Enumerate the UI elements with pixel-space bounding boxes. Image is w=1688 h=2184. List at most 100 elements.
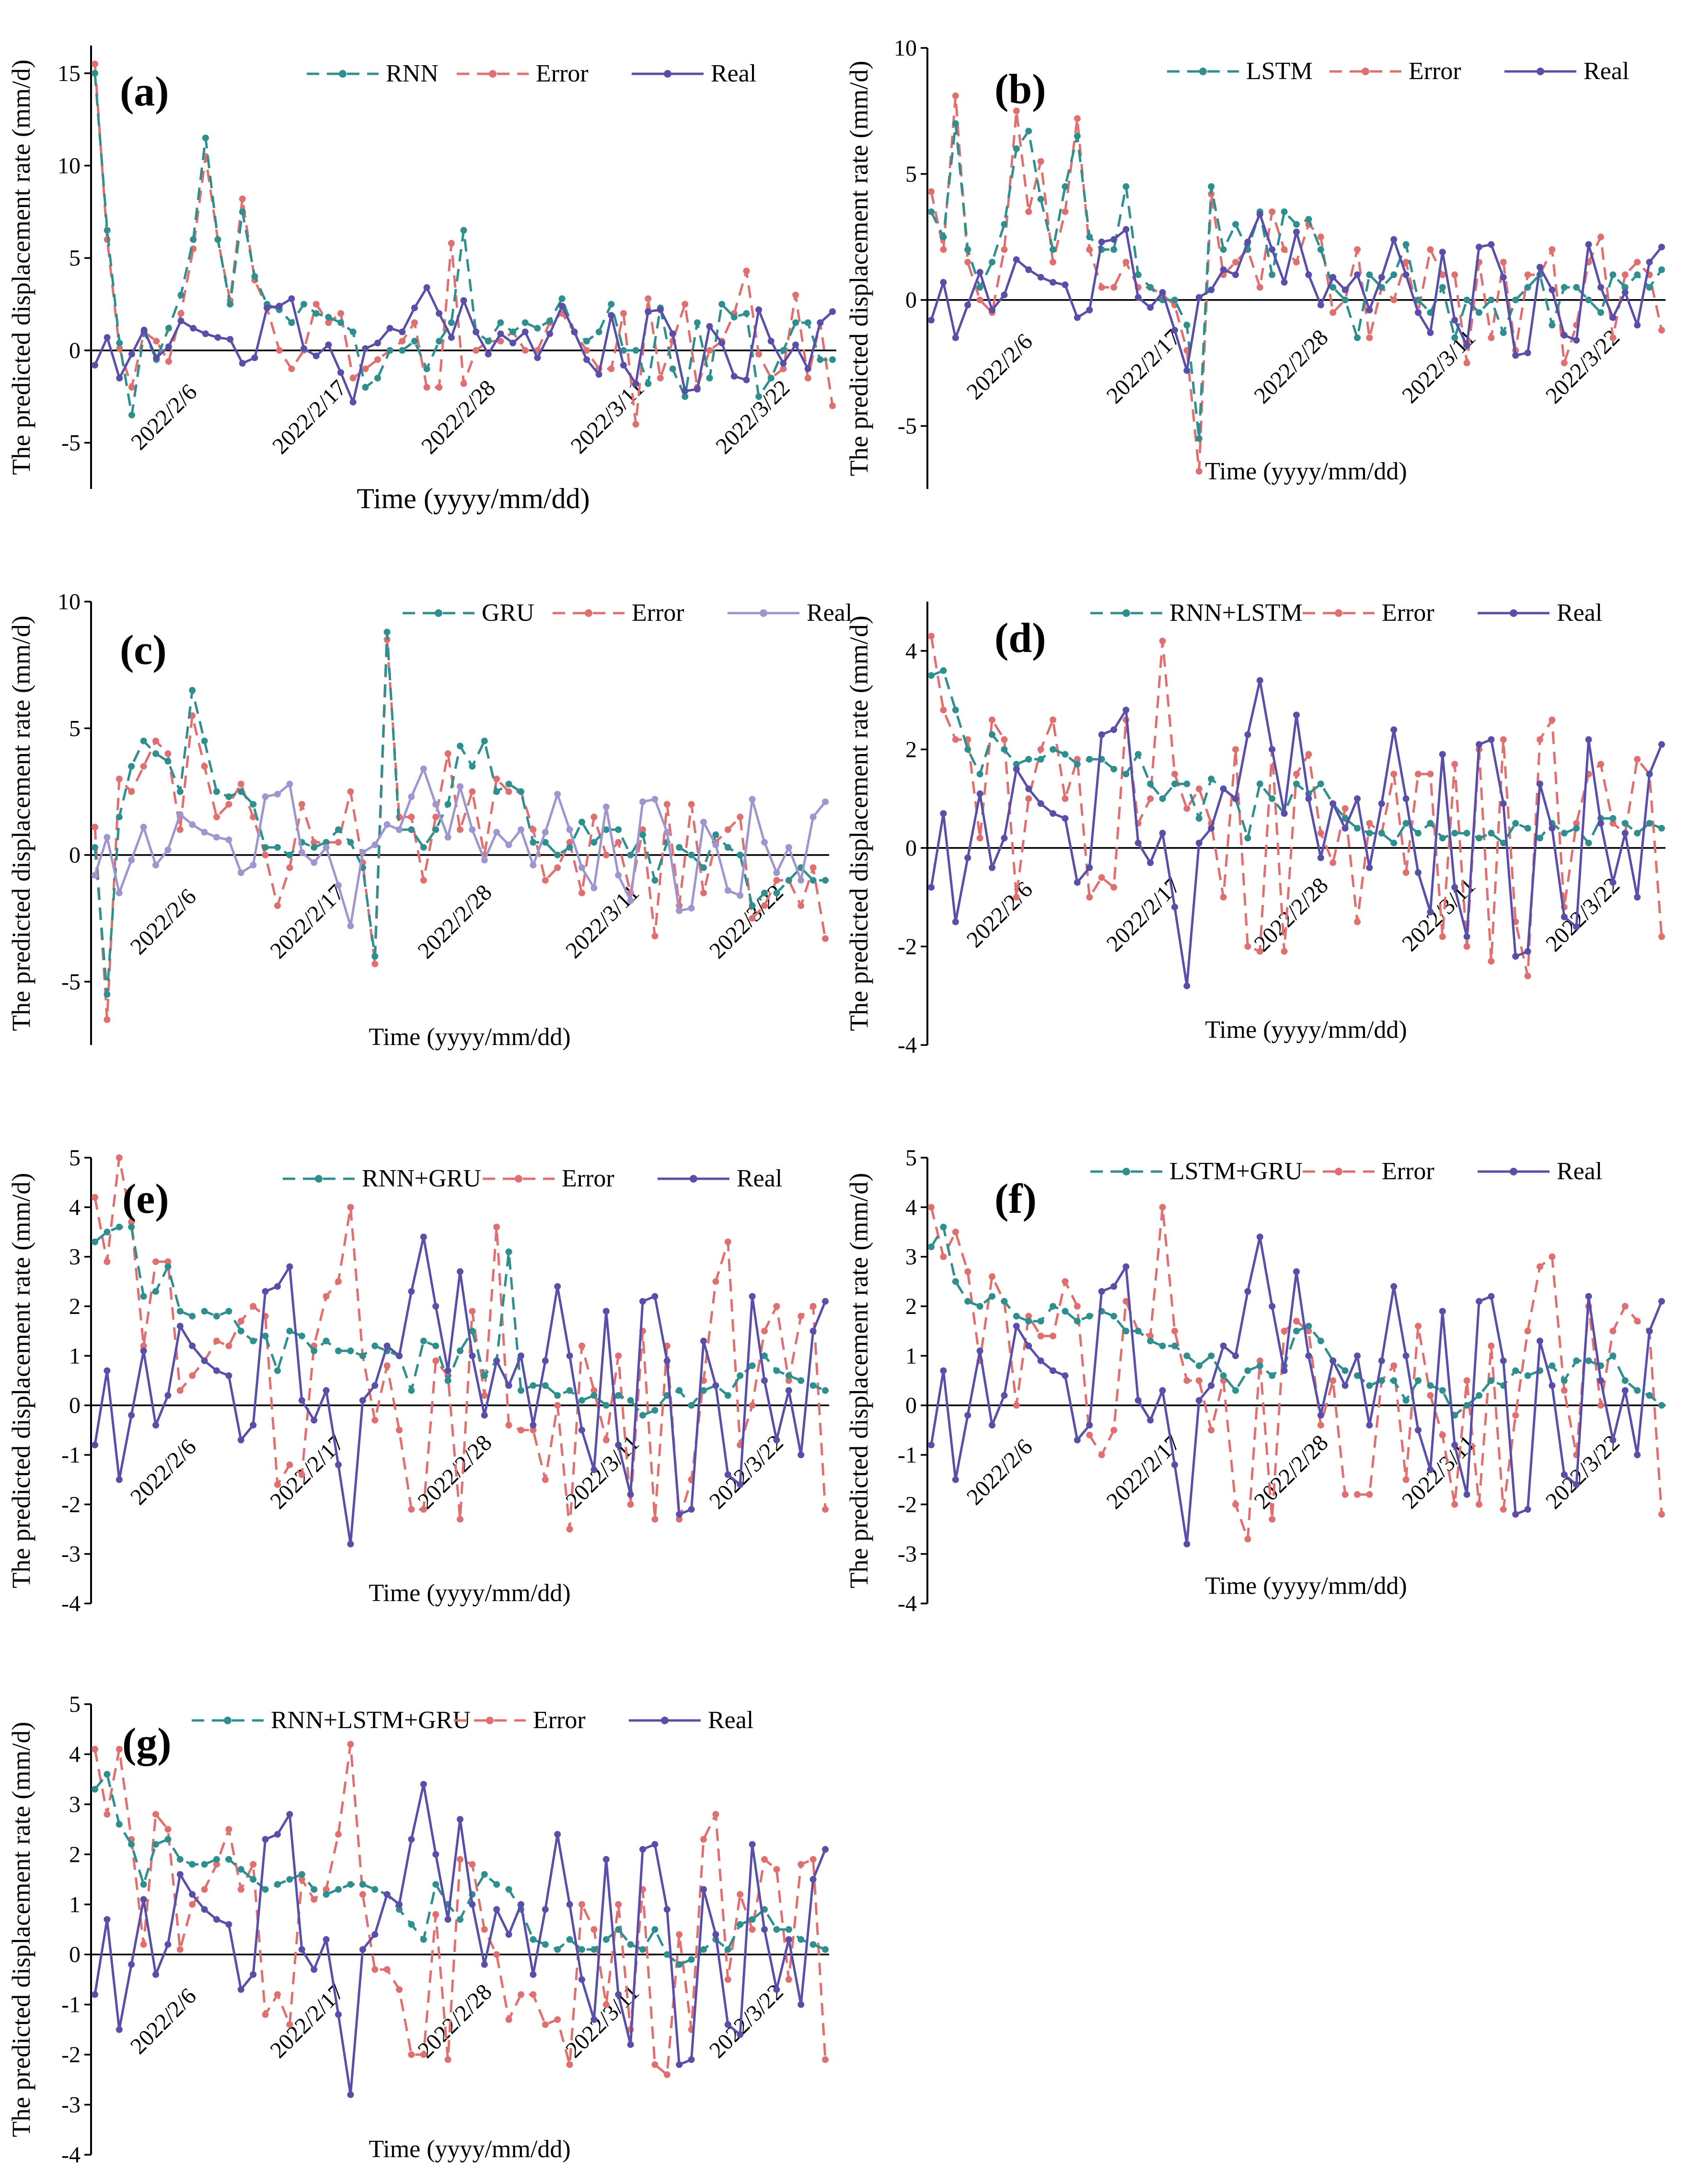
data-point <box>798 902 805 909</box>
data-point <box>104 1916 111 1923</box>
y-tick-label: 2 <box>69 1294 81 1319</box>
data-point <box>1037 800 1044 807</box>
data-point <box>627 851 634 859</box>
legend-marker <box>661 1717 669 1724</box>
data-point <box>286 1876 293 1883</box>
data-point <box>669 330 676 337</box>
data-point <box>657 374 664 382</box>
data-point <box>152 861 159 869</box>
data-point <box>822 798 829 805</box>
data-point <box>578 1397 585 1404</box>
data-point <box>780 360 787 367</box>
data-point <box>989 1422 995 1429</box>
legend-marker <box>224 1717 231 1724</box>
data-point <box>116 1821 123 1828</box>
legend-label: LSTM <box>1246 58 1313 85</box>
data-point <box>1549 1253 1556 1260</box>
data-point <box>104 334 111 341</box>
data-point <box>554 864 561 871</box>
data-point <box>761 1377 768 1384</box>
data-point <box>554 1392 561 1399</box>
legend-label: Real <box>737 1165 782 1192</box>
data-point <box>688 2056 695 2063</box>
data-point <box>785 1387 792 1394</box>
data-point <box>104 1367 111 1374</box>
data-point <box>1293 228 1300 235</box>
data-point <box>928 632 935 639</box>
data-point <box>1037 274 1044 281</box>
data-point <box>1074 115 1081 122</box>
data-point <box>1366 306 1373 314</box>
y-tick-label: 4 <box>69 1195 81 1220</box>
data-point <box>140 1348 147 1354</box>
data-point <box>1439 284 1446 291</box>
data-point <box>546 317 554 325</box>
data-point <box>1427 246 1434 253</box>
data-point <box>639 798 646 805</box>
y-tick-label: -1 <box>898 1442 917 1468</box>
y-tick-label: 1 <box>905 1343 917 1369</box>
data-point <box>724 1471 731 1478</box>
data-point <box>493 829 500 836</box>
data-point <box>615 1392 622 1399</box>
data-point <box>817 356 824 363</box>
data-point <box>1488 1377 1495 1384</box>
data-point <box>602 2001 610 2008</box>
data-point <box>1390 1283 1398 1290</box>
data-point <box>116 1223 123 1231</box>
data-point <box>989 1293 995 1300</box>
data-point <box>554 790 561 798</box>
data-point <box>1463 296 1470 303</box>
data-point <box>1256 284 1263 291</box>
x-axis-title: Time (yyyy/mm/dd) <box>369 2136 570 2163</box>
data-point <box>408 1921 415 1928</box>
data-point <box>251 273 258 280</box>
legend-item: Real <box>728 599 852 627</box>
y-tick-label: 5 <box>905 162 917 187</box>
data-point <box>1561 332 1568 339</box>
data-point <box>1086 1313 1093 1320</box>
data-point <box>566 1901 573 1908</box>
data-point <box>1378 800 1385 807</box>
y-tick-label: 0 <box>69 1942 81 1967</box>
data-point <box>469 1308 476 1315</box>
data-point <box>542 2021 549 2028</box>
data-point <box>274 1881 281 1888</box>
data-point <box>1390 271 1398 279</box>
data-point <box>694 385 701 393</box>
data-point <box>1195 785 1202 792</box>
data-point <box>976 284 983 291</box>
data-point <box>359 849 366 856</box>
data-point <box>1122 258 1130 266</box>
data-point <box>952 120 959 127</box>
data-point <box>153 337 160 345</box>
data-point <box>1366 830 1373 837</box>
data-point <box>558 302 566 310</box>
data-point <box>362 384 369 391</box>
data-point <box>651 877 659 884</box>
data-point <box>964 1268 971 1275</box>
data-point <box>225 1921 232 1928</box>
legend-marker <box>435 609 442 617</box>
data-point <box>1171 1461 1178 1468</box>
data-point <box>432 1851 439 1858</box>
data-point <box>1195 294 1202 301</box>
data-point <box>755 350 763 358</box>
data-point <box>116 374 123 382</box>
data-point <box>1537 1337 1543 1345</box>
data-point <box>1098 874 1105 881</box>
data-point <box>420 1337 427 1345</box>
data-point <box>566 826 573 833</box>
data-point <box>546 330 554 337</box>
data-point <box>1366 1491 1373 1498</box>
legend-label: Real <box>708 1707 753 1734</box>
data-point <box>663 829 671 836</box>
data-point <box>1402 795 1410 802</box>
y-tick-label: -1 <box>61 1442 81 1468</box>
data-point <box>1110 726 1117 733</box>
y-tick-label: 0 <box>69 338 81 363</box>
y-tick-label: 10 <box>58 153 81 179</box>
data-point <box>676 907 683 914</box>
data-point <box>1366 1422 1373 1429</box>
